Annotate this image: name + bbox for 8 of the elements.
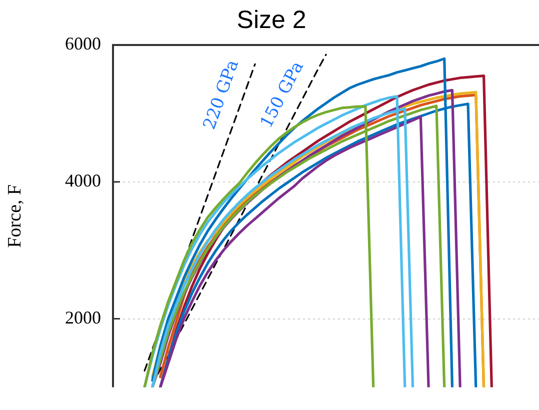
y-tick-label: 2000 xyxy=(65,307,101,328)
y-tick-label: 6000 xyxy=(65,34,101,54)
text: 220 GPa xyxy=(200,57,243,132)
y-tick-label: 4000 xyxy=(65,170,101,191)
text: 150 GPa xyxy=(256,58,308,132)
y-axis-title: Force, F xyxy=(4,184,26,248)
line-series xyxy=(152,54,327,386)
chart-title: Size 2 xyxy=(236,6,306,34)
